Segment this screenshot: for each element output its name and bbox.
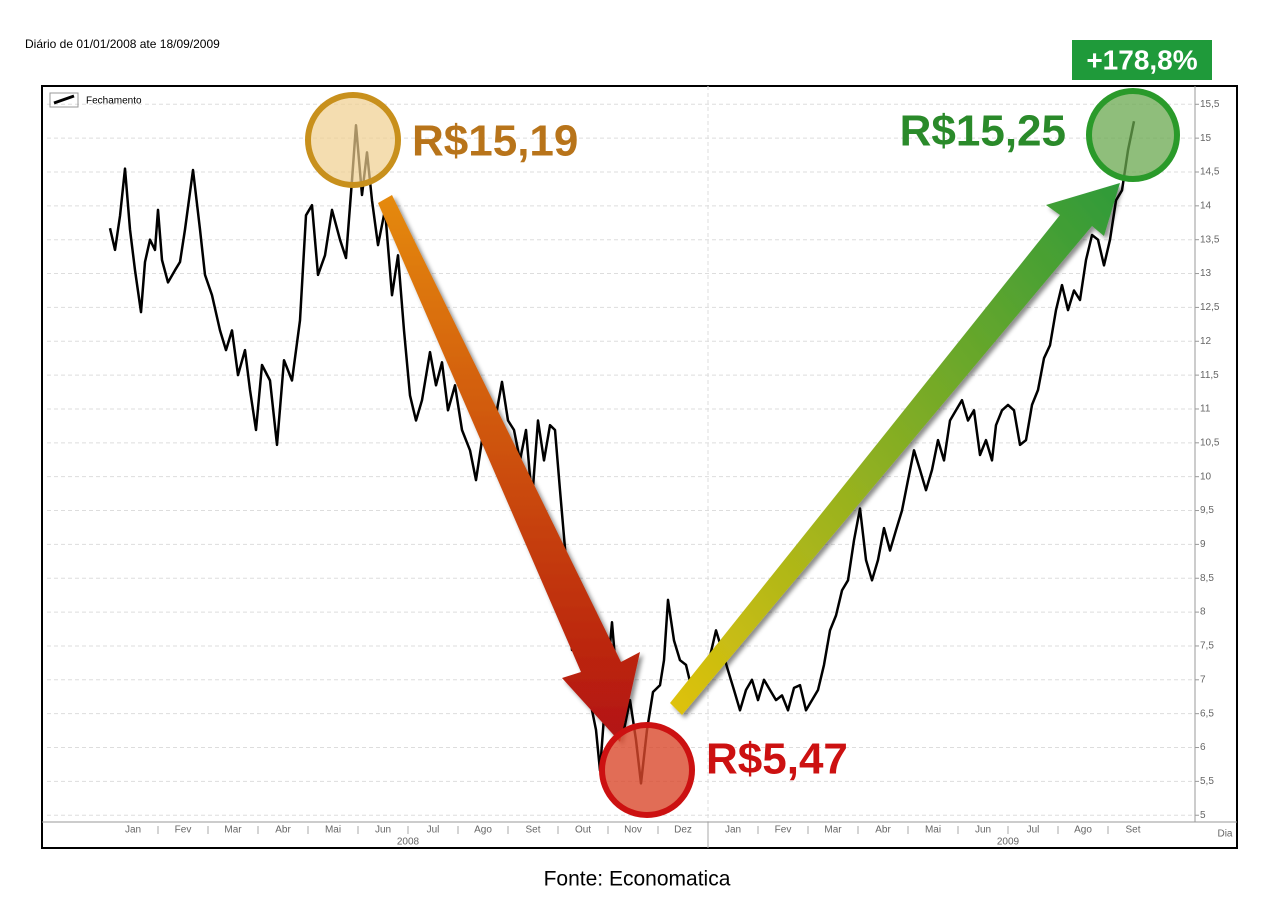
x-tick-label: Mar	[824, 825, 842, 836]
legend-label: Fechamento	[86, 96, 142, 107]
change-label: +178,8%	[1086, 44, 1197, 75]
x-tick-label: Set	[525, 825, 540, 836]
x-tick-label: Mai	[925, 825, 941, 836]
low-label: R$5,47	[706, 735, 848, 784]
x-group-label: 2008	[397, 837, 420, 848]
y-tick-label: 12	[1200, 336, 1212, 347]
x-tick-label: Jan	[725, 825, 741, 836]
legend-swatch	[53, 94, 75, 105]
x-tick-label: Nov	[624, 825, 642, 836]
chart-title: Diário de 01/01/2008 ate 18/09/2009	[25, 37, 220, 51]
x-tick-label: Jul	[427, 825, 440, 836]
x-tick-label: Jan	[125, 825, 141, 836]
y-tick-label: 7,5	[1200, 641, 1214, 652]
x-tick-label: Jun	[375, 825, 391, 836]
y-tick-label: 14,5	[1200, 167, 1220, 178]
x-tick-label: Dez	[674, 825, 692, 836]
y-tick-label: 9,5	[1200, 505, 1214, 516]
high-label: R$15,19	[412, 117, 578, 166]
y-tick-label: 11,5	[1200, 370, 1219, 381]
x-tick-label: Mai	[325, 825, 341, 836]
x-axis-label: Dia	[1217, 829, 1232, 840]
y-tick-label: 8	[1200, 607, 1206, 618]
arrow-up	[670, 183, 1120, 715]
y-tick-label: 6	[1200, 742, 1206, 753]
y-tick-label: 10,5	[1200, 437, 1220, 448]
x-tick-label: Fev	[775, 825, 792, 836]
x-tick-label: Jun	[975, 825, 991, 836]
y-tick-label: 13,5	[1200, 234, 1220, 245]
x-tick-label: Ago	[474, 825, 492, 836]
last-marker	[1086, 88, 1180, 182]
y-tick-label: 15	[1200, 133, 1212, 144]
x-tick-label: Ago	[1074, 825, 1092, 836]
y-tick-label: 13	[1200, 268, 1212, 279]
x-tick-label: Abr	[875, 825, 891, 836]
frame	[41, 85, 1238, 849]
x-tick-label: Set	[1125, 825, 1140, 836]
y-tick-label: 11	[1200, 404, 1211, 415]
y-tick-label: 10	[1200, 471, 1212, 482]
x-tick-label: Mar	[224, 825, 242, 836]
high-marker	[305, 92, 401, 188]
legend-box	[49, 92, 79, 108]
y-tick-label: 8,5	[1200, 573, 1214, 584]
y-tick-label: 14	[1200, 200, 1212, 211]
source: Fonte: Economatica	[544, 868, 731, 891]
change-box	[1072, 40, 1212, 80]
y-tick-label: 7	[1200, 674, 1206, 685]
y-tick-label: 6,5	[1200, 708, 1214, 719]
last-label: R$15,25	[900, 107, 1066, 156]
y-tick-label: 15,5	[1200, 99, 1220, 110]
y-tick-label: 5	[1200, 810, 1206, 821]
x-tick-label: Jul	[1027, 825, 1040, 836]
x-tick-label: Out	[575, 825, 591, 836]
x-group-label: 2009	[997, 837, 1020, 848]
y-tick-label: 12,5	[1200, 302, 1220, 313]
legend: Fechamento	[49, 92, 142, 108]
x-tick-label: Fev	[175, 825, 192, 836]
arrow-down	[378, 195, 640, 742]
y-tick-label: 5,5	[1200, 776, 1214, 787]
x-tick-label: Abr	[275, 825, 291, 836]
low-marker	[599, 722, 695, 818]
y-tick-label: 9	[1200, 539, 1206, 550]
